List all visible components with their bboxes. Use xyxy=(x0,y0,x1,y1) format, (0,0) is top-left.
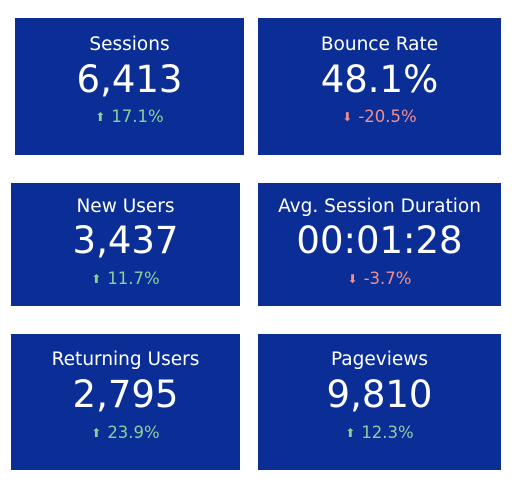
card-change: ⬆ 23.9% xyxy=(11,423,240,443)
sessions-card: Sessions 6,413 ⬆ 17.1% xyxy=(15,18,244,155)
returning-users-card: Returning Users 2,795 ⬆ 23.9% xyxy=(11,334,240,470)
card-value: 9,810 xyxy=(326,373,433,416)
card-value: 00:01:28 xyxy=(296,219,463,262)
card-label: Bounce Rate xyxy=(320,34,439,55)
pageviews-card: Pageviews 9,810 ⬆ 12.3% xyxy=(258,334,501,470)
change-text: -3.7% xyxy=(363,269,412,288)
up-arrow-icon: ⬆ xyxy=(91,272,102,286)
card-label: New Users xyxy=(76,196,175,217)
card-value: 6,413 xyxy=(76,58,183,101)
up-arrow-icon: ⬆ xyxy=(91,426,102,440)
new-users-card: New Users 3,437 ⬆ 11.7% xyxy=(11,183,240,306)
card-change: ⬆ 11.7% xyxy=(11,269,240,289)
change-text: 17.1% xyxy=(111,107,164,126)
card-value: 2,795 xyxy=(72,373,179,416)
card-label: Avg. Session Duration xyxy=(278,196,481,217)
card-label: Pageviews xyxy=(330,349,429,370)
card-label: Sessions xyxy=(89,34,170,55)
card-value: 48.1% xyxy=(320,58,439,101)
down-arrow-icon: ⬇ xyxy=(342,110,353,124)
up-arrow-icon: ⬆ xyxy=(95,110,106,124)
card-change: ⬇ -20.5% xyxy=(258,107,501,127)
bounce-rate-card: Bounce Rate 48.1% ⬇ -20.5% xyxy=(258,18,501,155)
down-arrow-icon: ⬇ xyxy=(347,272,358,286)
avg-session-duration-card: Avg. Session Duration 00:01:28 ⬇ -3.7% xyxy=(258,183,501,306)
up-arrow-icon: ⬆ xyxy=(345,426,356,440)
change-text: -20.5% xyxy=(358,107,417,126)
card-label: Returning Users xyxy=(51,349,200,370)
card-change: ⬆ 17.1% xyxy=(15,107,244,127)
card-value: 3,437 xyxy=(72,219,179,262)
change-text: 12.3% xyxy=(361,423,414,442)
card-change: ⬇ -3.7% xyxy=(258,269,501,289)
change-text: 11.7% xyxy=(107,269,160,288)
change-text: 23.9% xyxy=(107,423,160,442)
card-change: ⬆ 12.3% xyxy=(258,423,501,443)
